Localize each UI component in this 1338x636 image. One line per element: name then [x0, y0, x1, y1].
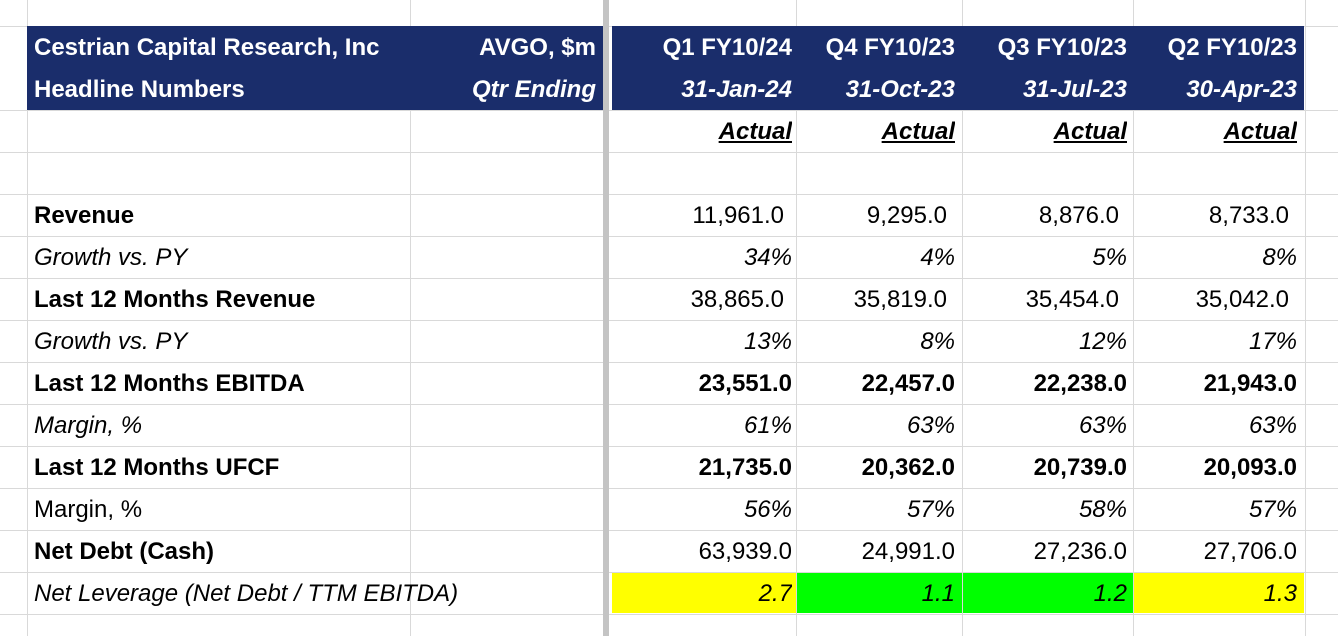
table-cell[interactable]: 5%	[1092, 244, 1127, 271]
table-cell[interactable]: 20,362.0	[861, 454, 955, 481]
col-header-date: 30-Apr-23	[1186, 76, 1297, 103]
table-cell[interactable]: 22,238.0	[1033, 370, 1127, 397]
table-cell[interactable]: 38,865.0	[690, 286, 784, 313]
table-cell[interactable]: 24,991.0	[861, 538, 955, 565]
col-status: Actual	[881, 118, 955, 145]
table-cell[interactable]: 63,939.0	[698, 538, 792, 565]
table-cell[interactable]: 13%	[743, 328, 792, 355]
table-cell[interactable]: 57%	[906, 496, 955, 523]
highlight-q2fy23	[1134, 573, 1304, 613]
table-cell[interactable]: 35,454.0	[1025, 286, 1119, 313]
row-label-growth: Growth vs. PY	[34, 244, 188, 271]
table-cell[interactable]: 27,706.0	[1203, 538, 1297, 565]
table-cell[interactable]: 4%	[920, 244, 955, 271]
table-cell[interactable]: 20,093.0	[1203, 454, 1297, 481]
col-header-quarter: Q2 FY10/23	[1167, 34, 1297, 61]
table-cell[interactable]: 21,735.0	[698, 454, 792, 481]
table-cell[interactable]: 35,819.0	[853, 286, 947, 313]
table-cell[interactable]: 2.7	[758, 580, 792, 607]
highlight-q3fy23	[963, 573, 1133, 613]
table-cell[interactable]: 1.1	[921, 580, 955, 607]
row-label-net-leverage: Net Leverage (Net Debt / TTM EBITDA)	[34, 580, 459, 607]
frozen-pane-divider[interactable]	[603, 0, 609, 636]
row-label-margin: Margin, %	[34, 496, 143, 523]
table-cell[interactable]: 1.3	[1263, 580, 1297, 607]
col-header-quarter: Q3 FY10/23	[997, 34, 1127, 61]
row-label-net-debt: Net Debt (Cash)	[34, 538, 215, 565]
row-label-ltm-ebitda: Last 12 Months EBITDA	[34, 370, 305, 397]
header-band-left	[27, 26, 603, 110]
table-cell[interactable]: 63%	[906, 412, 955, 439]
highlight-q4fy23	[797, 573, 962, 613]
header-band-right	[612, 26, 1304, 110]
col-header-date: 31-Jul-23	[1022, 76, 1127, 103]
table-cell[interactable]: 9,295.0	[866, 202, 947, 229]
table-cell[interactable]: 12%	[1078, 328, 1127, 355]
table-cell[interactable]: 61%	[743, 412, 792, 439]
col-status: Actual	[1223, 118, 1297, 145]
ticker-label: AVGO, $m	[479, 34, 596, 61]
col-header-quarter: Q4 FY10/23	[825, 34, 955, 61]
table-cell[interactable]: 22,457.0	[861, 370, 955, 397]
col-header-date: 31-Oct-23	[845, 76, 955, 103]
table-cell[interactable]: 1.2	[1093, 580, 1127, 607]
row-label-margin: Margin, %	[34, 412, 143, 439]
table-cell[interactable]: 35,042.0	[1195, 286, 1289, 313]
table-cell[interactable]: 17%	[1248, 328, 1297, 355]
table-cell[interactable]: 58%	[1078, 496, 1127, 523]
row-label-ltm-revenue: Last 12 Months Revenue	[34, 286, 316, 313]
table-cell[interactable]: 27,236.0	[1033, 538, 1127, 565]
table-cell[interactable]: 21,943.0	[1203, 370, 1297, 397]
qtr-ending-label: Qtr Ending	[472, 76, 596, 103]
report-subtitle: Headline Numbers	[34, 76, 245, 103]
table-cell[interactable]: 57%	[1248, 496, 1297, 523]
table-cell[interactable]: 8,733.0	[1208, 202, 1289, 229]
col-header-quarter: Q1 FY10/24	[662, 34, 792, 61]
table-cell[interactable]: 20,739.0	[1033, 454, 1127, 481]
table-cell[interactable]: 8%	[920, 328, 955, 355]
table-cell[interactable]: 11,961.0	[692, 202, 784, 229]
table-cell[interactable]: 23,551.0	[698, 370, 792, 397]
col-status: Actual	[718, 118, 792, 145]
row-label-growth: Growth vs. PY	[34, 328, 188, 355]
col-header-date: 31-Jan-24	[681, 76, 792, 103]
col-status: Actual	[1053, 118, 1127, 145]
company-name: Cestrian Capital Research, Inc	[34, 34, 380, 61]
row-label-revenue: Revenue	[34, 202, 135, 229]
table-cell[interactable]: 8,876.0	[1038, 202, 1119, 229]
table-cell[interactable]: 63%	[1078, 412, 1127, 439]
table-cell[interactable]: 8%	[1262, 244, 1297, 271]
table-cell[interactable]: 63%	[1248, 412, 1297, 439]
table-cell[interactable]: 56%	[743, 496, 792, 523]
highlight-q1fy24	[612, 573, 796, 613]
table-cell[interactable]: 34%	[743, 244, 792, 271]
row-label-ltm-ufcf: Last 12 Months UFCF	[34, 454, 280, 481]
